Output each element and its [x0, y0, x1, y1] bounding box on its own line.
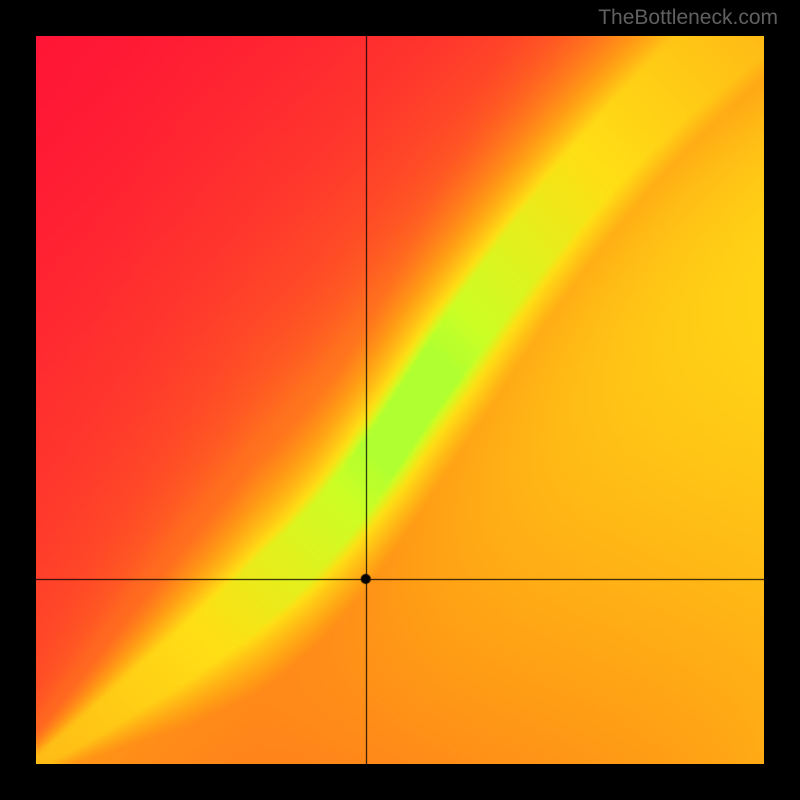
- crosshair-overlay: [36, 36, 764, 764]
- watermark-text: TheBottleneck.com: [598, 6, 778, 30]
- heatmap-plot-area: [36, 36, 764, 764]
